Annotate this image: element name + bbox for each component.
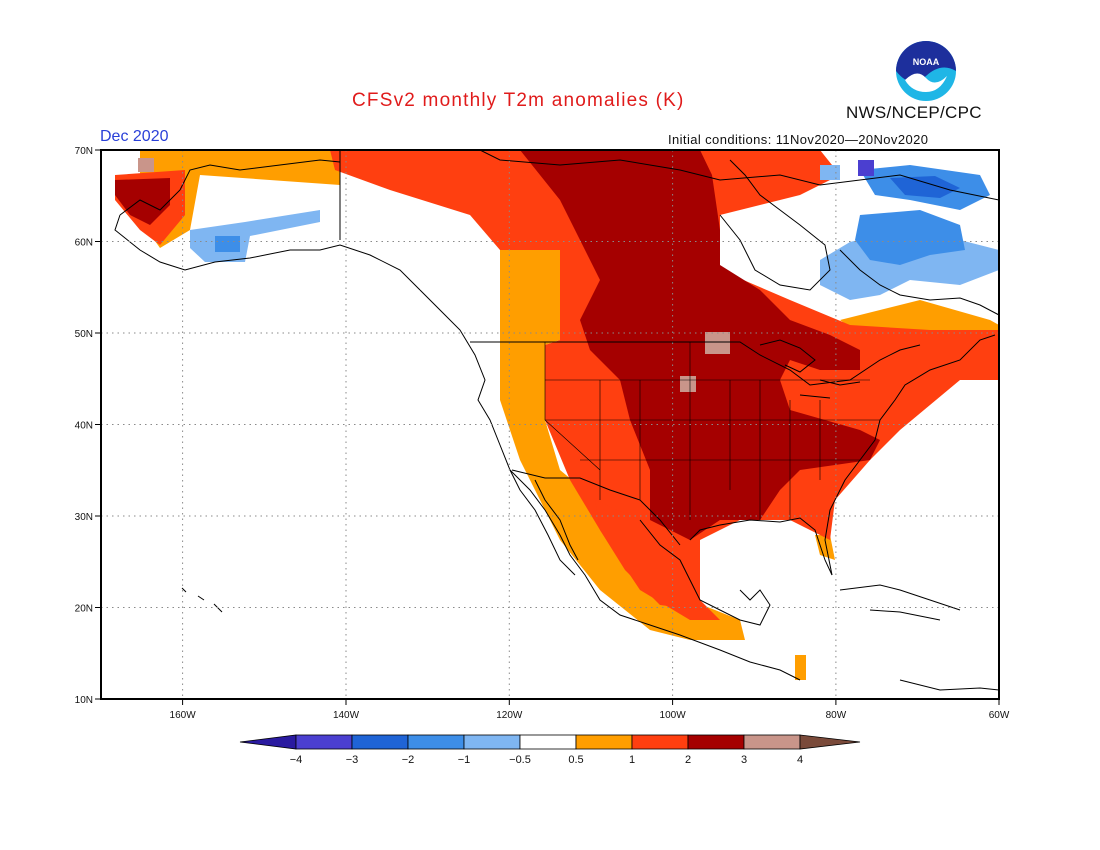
border-us-mexico bbox=[511, 469, 681, 546]
anomaly-region-blue-alaska bbox=[215, 236, 240, 252]
colorbar-arrow-low bbox=[239, 734, 297, 750]
svg-text:NOAA: NOAA bbox=[913, 57, 940, 67]
lat-axis bbox=[95, 149, 101, 700]
map-title: CFSv2 monthly T2m anomalies (K) bbox=[352, 90, 685, 111]
anomaly-region-orange-florida bbox=[815, 535, 835, 560]
state-lines bbox=[544, 342, 880, 520]
colorbar-swatch bbox=[631, 734, 689, 750]
coastline-caribbean bbox=[839, 584, 999, 691]
colorbar-swatch bbox=[463, 734, 521, 750]
coastline-alaska bbox=[114, 159, 421, 291]
anomaly-region-redorange-mexico bbox=[595, 500, 700, 610]
colorbar-label: −2 bbox=[402, 754, 415, 766]
colorbar-label: −4 bbox=[290, 754, 303, 766]
colorbar-swatch bbox=[295, 734, 353, 750]
lon-label: 80W bbox=[826, 710, 847, 721]
colorbar-label: 4 bbox=[797, 754, 803, 766]
coastline-baja bbox=[509, 469, 579, 576]
lon-label: 140W bbox=[333, 710, 360, 721]
agency-label: NWS/NCEP/CPC bbox=[846, 103, 982, 122]
lat-label: 70N bbox=[75, 146, 93, 157]
anomaly-region-deepblue-baffin bbox=[890, 176, 960, 198]
lon-axis bbox=[182, 699, 1000, 705]
coastline-gulf bbox=[639, 517, 833, 626]
anomaly-region-tan-nebraska bbox=[680, 376, 696, 392]
coastline-hudson bbox=[719, 159, 831, 291]
forecast-month: Dec 2020 bbox=[100, 128, 169, 145]
initial-conditions: Initial conditions: 11Nov2020—20Nov2020 bbox=[668, 132, 929, 147]
coastlines bbox=[114, 150, 999, 691]
colorbar-swatch bbox=[407, 734, 465, 750]
lon-label: 120W bbox=[496, 710, 523, 721]
colorbar-arrow-high bbox=[799, 734, 861, 750]
colorbar-label: 0.5 bbox=[568, 754, 583, 766]
noaa-logo: NOAA bbox=[896, 41, 956, 101]
lat-label: 50N bbox=[75, 329, 93, 340]
lat-label: 40N bbox=[75, 421, 93, 432]
graticule bbox=[101, 150, 999, 699]
colorbar-label: 3 bbox=[741, 754, 747, 766]
colorbar-swatch bbox=[351, 734, 409, 750]
anomaly-region-tan-alaska bbox=[138, 158, 154, 172]
coastline-west bbox=[419, 289, 801, 681]
lon-label: 100W bbox=[660, 710, 687, 721]
anomaly-region-orange-northwest bbox=[140, 150, 340, 248]
anomaly-region-tan-dakota bbox=[705, 332, 730, 354]
anomaly-region-orange-central-america bbox=[795, 655, 806, 680]
anomaly-region-deepblue-island bbox=[858, 160, 874, 176]
colorbar-label: −1 bbox=[458, 754, 471, 766]
lat-label: 30N bbox=[75, 512, 93, 523]
anomaly-region-lightblue-nunavut bbox=[820, 165, 840, 180]
colorbar-swatch bbox=[687, 734, 745, 750]
colorbar-swatch bbox=[575, 734, 633, 750]
lat-label: 10N bbox=[75, 695, 93, 706]
colorbar-label: 1 bbox=[629, 754, 635, 766]
anomaly-region-blue-labrador bbox=[855, 210, 965, 265]
lon-label: 60W bbox=[989, 710, 1010, 721]
colorbar-label: 2 bbox=[685, 754, 691, 766]
coastline-labrador bbox=[839, 249, 999, 316]
colorbar-label: −3 bbox=[346, 754, 359, 766]
colorbar-swatch bbox=[743, 734, 801, 750]
lat-label: 60N bbox=[75, 238, 93, 249]
colorbar-label: −0.5 bbox=[509, 754, 531, 766]
great-lakes bbox=[759, 339, 861, 399]
border-us-canada bbox=[470, 341, 921, 386]
lon-label: 160W bbox=[170, 710, 197, 721]
colorbar bbox=[239, 734, 861, 750]
lat-label: 20N bbox=[75, 604, 93, 615]
coastline-arctic bbox=[479, 150, 999, 201]
colorbar-swatch bbox=[519, 734, 577, 750]
